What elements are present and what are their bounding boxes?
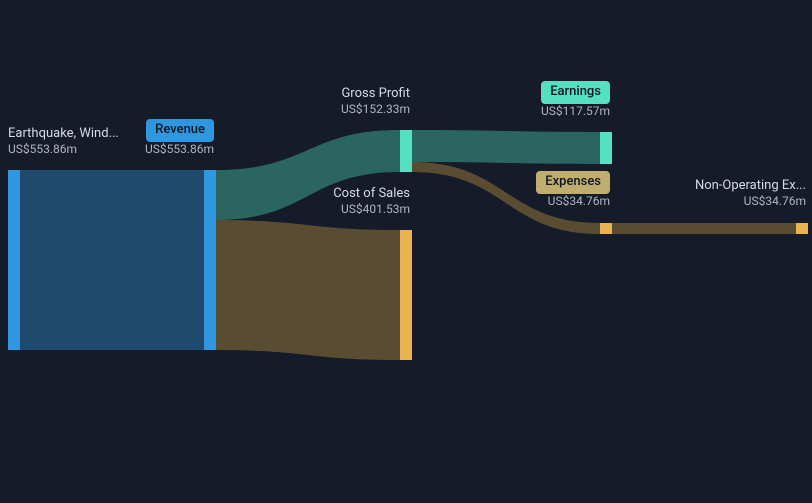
label-expenses: Expenses US$34.76m [536, 171, 610, 211]
sankey-chart: { "chart": { "type": "sankey", "width": … [0, 0, 812, 503]
node-pill: Expenses [536, 171, 610, 194]
label-earnings: Earnings US$117.57m [541, 81, 610, 121]
node-label-text: Non-Operating Ex... [695, 178, 806, 193]
node-value-text: US$553.86m [8, 142, 77, 156]
label-cost-of-sales: Cost of Sales US$401.53m [333, 186, 410, 219]
node-value-text: US$553.86m [145, 142, 214, 156]
node-pill: Revenue [146, 119, 214, 142]
node-value-text: US$152.33m [341, 102, 410, 116]
node-value-text: US$34.76m [548, 194, 610, 208]
node-label-text: Earthquake, Wind... [8, 126, 119, 141]
label-source: Earthquake, Wind... US$553.86m [8, 126, 119, 159]
label-non-operating: Non-Operating Ex... US$34.76m [695, 178, 806, 211]
node-label-text: Gross Profit [341, 86, 410, 101]
node-label-text: Cost of Sales [333, 186, 410, 201]
node-value-text: US$117.57m [541, 104, 610, 118]
labels-layer: Earthquake, Wind... US$553.86m Revenue U… [0, 0, 812, 503]
node-pill: Earnings [541, 81, 610, 104]
label-revenue: Revenue US$553.86m [145, 119, 214, 159]
label-gross-profit: Gross Profit US$152.33m [341, 86, 410, 119]
node-value-text: US$34.76m [744, 194, 806, 208]
node-value-text: US$401.53m [341, 202, 410, 216]
